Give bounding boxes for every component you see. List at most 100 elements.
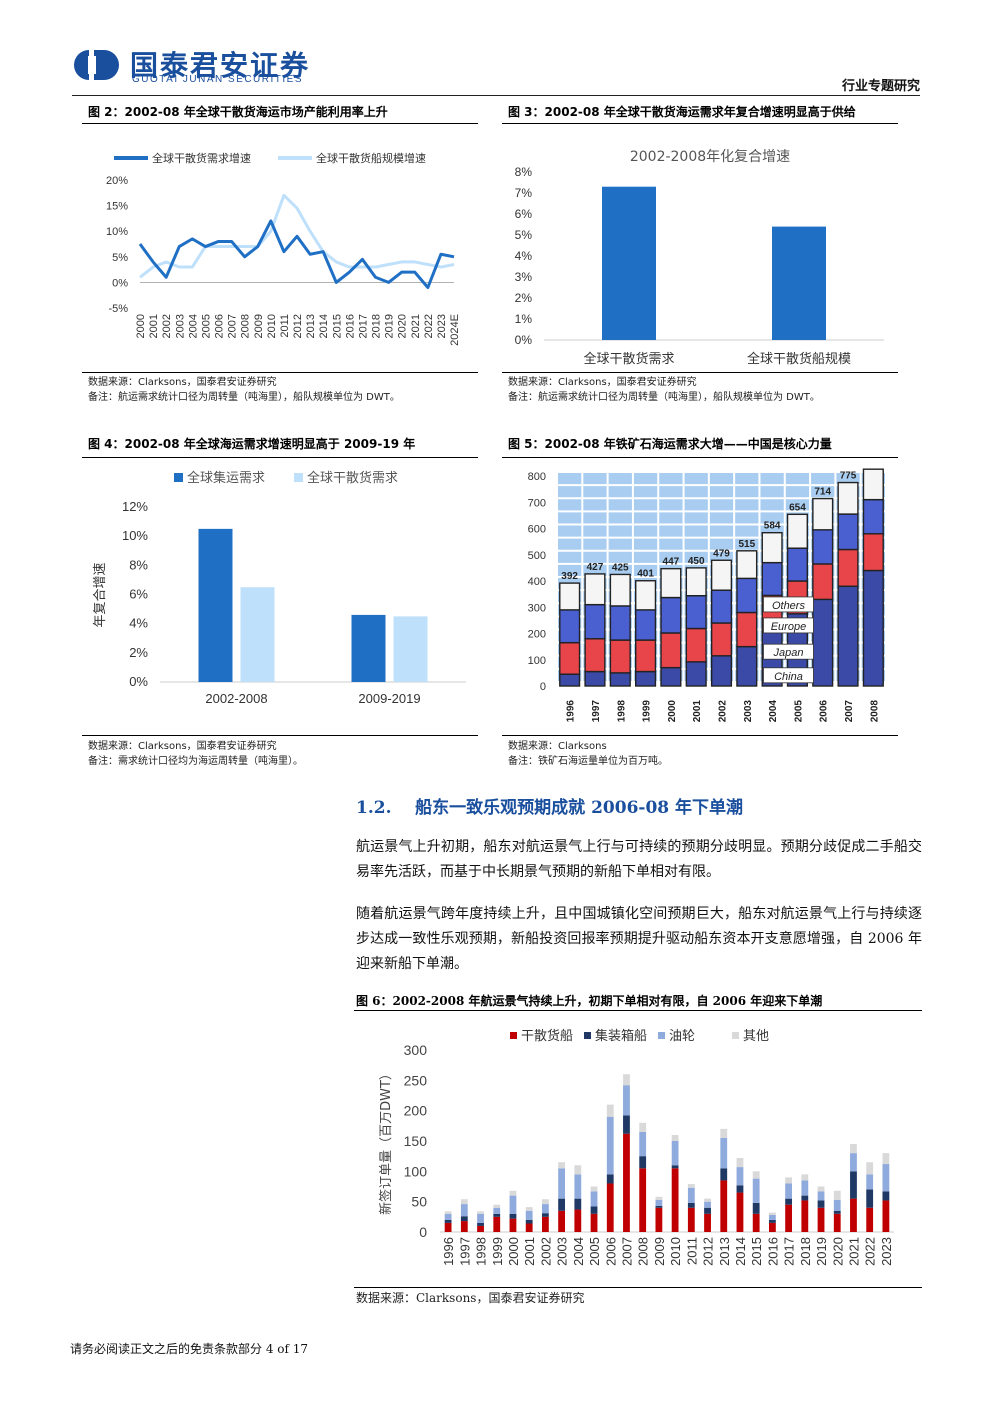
y-tick-label: 100 (404, 1163, 428, 1179)
bar-segment (509, 1195, 517, 1214)
fig3-title: 图 3：2002-08 年全球干散货海运需求年复合增速明显高于供给 (508, 105, 856, 119)
bar-segment-others (685, 567, 707, 597)
bar-segment (639, 1156, 647, 1169)
bar-segment (525, 1219, 533, 1224)
bar (393, 616, 428, 682)
bar-segment (704, 1198, 711, 1202)
x-tick-label: 2004 (187, 314, 199, 338)
background-tile (836, 473, 860, 485)
bar-segment-japan (559, 641, 581, 675)
x-tick-label: 2009 (253, 314, 265, 338)
legend-swatch (174, 473, 183, 482)
x-tick-label: 2004 (768, 700, 779, 723)
bar-segment-others (736, 550, 758, 580)
bar-segment (752, 1178, 760, 1203)
y-tick-label: 6% (515, 207, 533, 221)
fig6-title: 图 6：2002-2008 年航运景气持续上升，初期下单相对有限，自 2006 … (356, 994, 823, 1008)
bar-segment (525, 1210, 533, 1220)
legend-swatch (584, 1032, 591, 1039)
background-tile (684, 551, 708, 563)
logo-cn-text: 国泰君安证券 (130, 49, 311, 82)
fig2-source: 数据来源：Clarksons，国泰君安证券研究 (88, 377, 277, 388)
legend-label: 油轮 (669, 1029, 695, 1044)
fig5-title: 图 5：2002-08 年铁矿石海运需求大增——中国是核心力量 (508, 437, 832, 451)
bar-segment (687, 1207, 695, 1232)
bar-segment (671, 1165, 679, 1169)
x-tick-label: 全球干散货需求 (583, 351, 674, 367)
bar-segment (720, 1128, 728, 1138)
bar-segment (850, 1171, 857, 1199)
y-tick-label: 15% (106, 201, 128, 213)
bar-segment-japan (710, 622, 733, 657)
y-tick-label: 3% (515, 270, 533, 284)
x-tick-label: 2010 (266, 314, 278, 338)
y-tick-label: 8% (129, 557, 148, 572)
y-axis-label: 新签订单量（百万DWT） (378, 1067, 394, 1215)
bar-segment (541, 1213, 549, 1217)
bar-segment (623, 1133, 630, 1232)
background-tile (709, 512, 734, 524)
bar-segment (590, 1186, 598, 1192)
bar-segment (801, 1180, 809, 1196)
background-tile (583, 538, 607, 550)
x-tick-label: 2011 (279, 314, 291, 338)
bar-segment (671, 1168, 679, 1232)
bar-segment (460, 1221, 468, 1232)
bar-segment (558, 1168, 566, 1199)
y-tick-label: 700 (528, 497, 546, 509)
legend-swatch (732, 1032, 739, 1039)
background-tile (633, 486, 658, 498)
background-tile (583, 486, 607, 498)
total-label: 447 (663, 557, 680, 568)
y-tick-label: 6% (129, 587, 148, 602)
background-tile (760, 473, 784, 485)
background-tile (583, 551, 607, 563)
background-tile (583, 564, 607, 576)
bar-segment-japan (609, 639, 631, 674)
bar-segment (768, 1212, 776, 1216)
y-tick-label: 500 (528, 550, 546, 562)
y-tick-label: 4% (515, 249, 533, 263)
x-tick-label: 2000 (135, 314, 147, 338)
x-tick-label: 2002 (538, 1237, 553, 1266)
background-tile (709, 538, 734, 550)
total-label: 654 (789, 502, 806, 513)
bar-segment-others (761, 531, 783, 564)
x-tick-label: 2003 (743, 700, 754, 723)
y-tick-label: 10% (122, 528, 148, 543)
bar-segment (477, 1222, 484, 1226)
x-tick-label: 2003 (555, 1237, 570, 1266)
x-tick-label: 1996 (566, 700, 577, 723)
legend-swatch (510, 1032, 517, 1039)
bar-segment-europe (635, 609, 657, 641)
y-tick-label: 150 (404, 1133, 428, 1149)
fig3-title-rule (502, 123, 898, 124)
x-tick-label: 2002 (718, 700, 729, 723)
background-tile (558, 486, 582, 498)
bar-segment (493, 1216, 501, 1232)
bar-segment (639, 1131, 647, 1157)
bar-segment (493, 1213, 501, 1217)
section-paragraph-1: 航运景气上升初期，船东对航运景气上行与可持续的预期分歧明显。预期分歧促成二手船交… (356, 839, 922, 880)
bar-segment-china (710, 655, 733, 687)
y-tick-label: 1% (515, 312, 533, 326)
total-label: 401 (637, 569, 654, 580)
bar-segment (623, 1085, 630, 1116)
bar (602, 186, 656, 340)
bar-segment (687, 1202, 695, 1208)
x-tick-label: 2001 (522, 1237, 537, 1266)
segment-label-japan: Japan (772, 647, 803, 659)
bar-segment (704, 1201, 711, 1208)
x-tick-label: 2013 (305, 314, 317, 338)
x-tick-label: 2006 (819, 700, 830, 723)
y-tick-label: 50 (411, 1194, 427, 1210)
bar-segment (541, 1204, 549, 1214)
x-tick-label: 2002-2008 (205, 691, 267, 706)
background-tile (633, 512, 658, 524)
bar-segment (736, 1192, 744, 1232)
x-tick-label: 2012 (292, 314, 304, 338)
bar-segment (509, 1218, 517, 1232)
x-tick-label: 1998 (616, 700, 627, 723)
x-tick-label: 2002 (161, 314, 173, 338)
bar-segment-china (862, 569, 884, 687)
